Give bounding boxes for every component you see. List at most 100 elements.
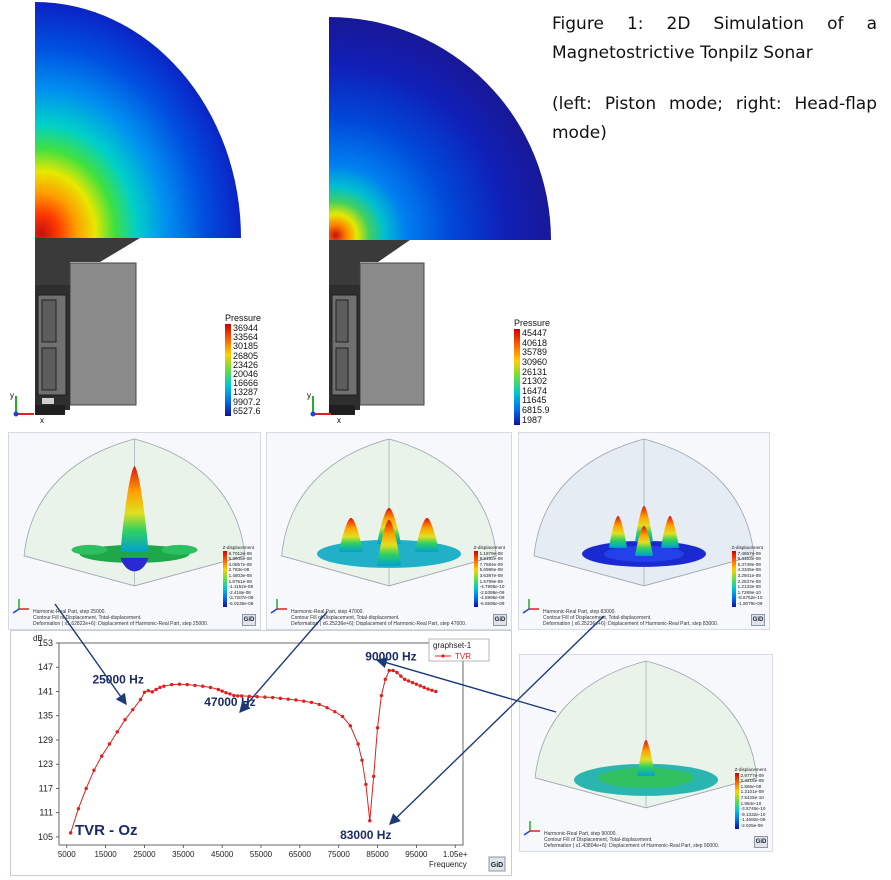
data-point [255, 695, 259, 699]
x-tick-label: 85000 [366, 850, 389, 859]
legend-value: -5.0235e-08 [228, 600, 254, 606]
data-point [270, 695, 275, 700]
caption-subtitle: (left: Piston mode; right: Head-flap mod… [552, 94, 877, 143]
footer-line: Deformation ( x6.25236e+6): Displacement… [543, 621, 719, 627]
legend-value: 40618 [522, 337, 548, 348]
dome-edge [388, 555, 497, 587]
data-point [68, 831, 73, 835]
x-tick-label: 75000 [328, 850, 351, 859]
data-point [356, 742, 360, 746]
z-displacement-legend: Z-displacement 1.1879e-08 9.8192e-09 7.7584… [473, 545, 505, 607]
data-point [278, 696, 283, 701]
legend-value: 20046 [233, 369, 259, 380]
legend-title: Pressure [225, 313, 262, 323]
panel-footer: Harmonic-Real Part, step 90000. Contour F… [544, 831, 719, 849]
y-axis-label: dB [33, 634, 43, 643]
head-flap-mode-simulation: y x [307, 17, 551, 425]
data-point [294, 698, 298, 702]
legend-value: 2.9777e-09 [740, 772, 764, 778]
legend-value: 30960 [522, 356, 548, 367]
y-tick-label: 123 [38, 759, 53, 769]
caption-title: Figure 1: 2D Simulation of a Magnetostri… [552, 14, 877, 63]
gid-logo [488, 856, 506, 872]
axis-y-label: y [10, 391, 14, 400]
data-point [224, 690, 228, 695]
legend-title: Z-displacement [473, 545, 505, 550]
x-tick-label: 1.05e+ [443, 850, 468, 859]
data-point [379, 693, 384, 698]
panel-footer: Harmonic-Real Part, step 25000. Contour F… [33, 609, 208, 627]
legend-value: 33564 [233, 332, 259, 343]
y-tick-label: 111 [39, 808, 53, 818]
mode-panel-83000: Z-displacement 7.4657e-09 6.4153e-09 5.3749… [518, 432, 770, 630]
legend-value: 9907.2 [233, 396, 261, 407]
legend-value: 35789 [522, 347, 548, 358]
data-point [100, 754, 104, 758]
plate-disc [71, 544, 108, 555]
gid-logo-text: GiD [491, 862, 503, 869]
displacement-peak [637, 739, 655, 776]
legend-value: 26131 [522, 366, 548, 377]
displacement-peak [661, 515, 679, 548]
data-point [360, 758, 364, 762]
legend-value: 4.0857e-08 [228, 561, 252, 567]
displacement-peak [635, 505, 653, 542]
gid-logo: GiD [242, 614, 256, 626]
legend-title: Z-displacement [222, 545, 254, 550]
axis-triad-icon [12, 599, 29, 614]
data-point [228, 692, 232, 696]
legend-value: 5.3945e-08 [228, 556, 252, 562]
legend-value: 9.8192e-09 [479, 556, 503, 562]
data-point [325, 705, 329, 710]
data-point [158, 685, 162, 690]
dome-edge [533, 555, 645, 587]
legend-value: 5.6986e-09 [479, 567, 503, 573]
legend-value: -3.7207e-08 [228, 595, 254, 601]
z-displacement-legend: Z-displacement 2.9777e-09 2.4218e-09 1.866e… [734, 767, 766, 829]
z-displacement-legend: Z-displacement 6.7012e-08 5.3945e-08 4.0857… [222, 545, 254, 607]
legend-value: 3.6397e-09 [479, 572, 503, 578]
data-point [185, 682, 189, 687]
data-point [414, 682, 419, 686]
legend-value: 4.3345e-09 [737, 567, 761, 573]
axis-triad-icon [270, 599, 287, 614]
legend-values: 45447 40618 35789 30960 26131 21302 16474 11645… [520, 328, 550, 425]
legend-value: 6527.6 [233, 405, 261, 416]
legend-value: 13287 [233, 387, 259, 398]
legend-value: 1.7289e-10 [737, 589, 761, 595]
data-point [154, 687, 158, 692]
panel-footer: Harmonic-Real Part, step 47000. Contour F… [291, 609, 466, 627]
legend-value: 16474 [522, 385, 548, 396]
tvr-chart-svg: 153 147 141 135 129 123 117 111 105 dB 5000 15000 25… [33, 634, 506, 872]
data-point [235, 694, 240, 698]
data-point [146, 688, 151, 693]
data-point [107, 742, 112, 746]
legend-value: -4.5996e-09 [479, 595, 505, 601]
legend-value: 5.3749e-09 [737, 561, 761, 567]
data-point [383, 677, 388, 682]
gid-logo: GiD [493, 614, 507, 626]
legend-title: Pressure [514, 318, 551, 328]
data-point [138, 697, 143, 702]
axis-x-label: x [40, 416, 44, 425]
data-point [406, 679, 411, 683]
data-point [142, 690, 147, 694]
chart-inset-label: TVR - Oz [75, 822, 138, 839]
panel-footer: Harmonic-Real Part, step 83000. Contour F… [543, 609, 718, 627]
legend-value: 1.984e-10 [740, 800, 762, 806]
colorbar [222, 550, 227, 607]
legend-value: 1.8751e-09 [228, 578, 252, 584]
legend-value: 1.2133e-09 [737, 584, 761, 590]
footer-line: Deformation ( x1.62822e+6): Displacement… [33, 621, 209, 627]
annotation-label: 47000 Hz [204, 695, 255, 709]
data-point [399, 674, 403, 678]
legend-value: 7.4657e-09 [737, 550, 761, 556]
chart-legend: graphset-1 TVR [428, 638, 490, 662]
legend-value: 7.7584e-09 [479, 561, 503, 567]
legend-marker [441, 654, 445, 658]
legend-value: 6.4153e-09 [737, 556, 761, 562]
axis-triad-icon [310, 396, 331, 417]
data-point [263, 695, 267, 699]
y-tick-label: 141 [38, 686, 53, 696]
figure-caption: Figure 1: 2D Simulation of a Magnetostri… [552, 10, 877, 148]
